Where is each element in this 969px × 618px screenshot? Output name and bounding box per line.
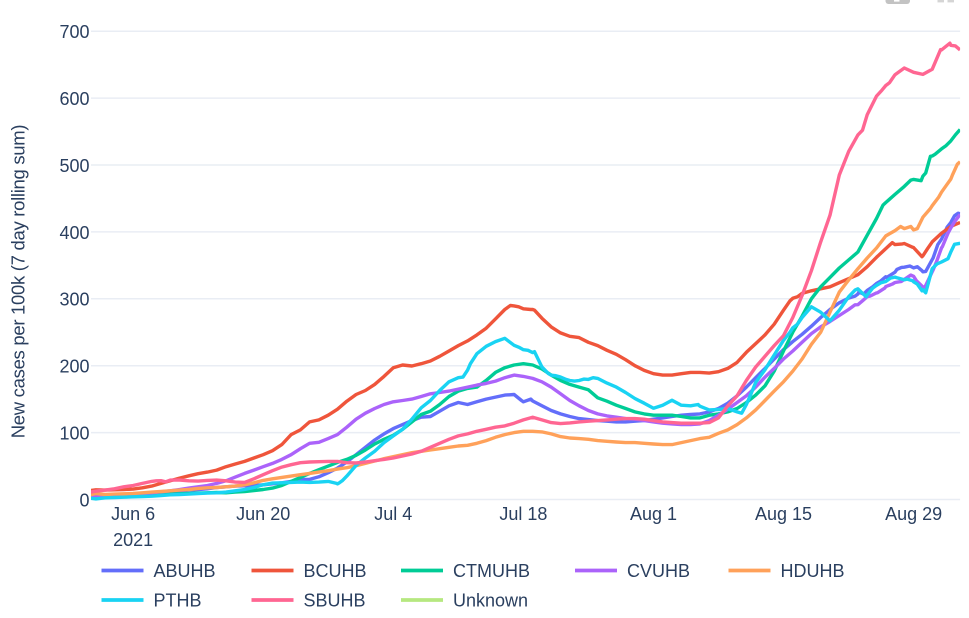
svg-text:Jul 18: Jul 18: [499, 504, 547, 524]
svg-text:Jun 6: Jun 6: [111, 504, 155, 524]
svg-text:BCUHB: BCUHB: [304, 561, 367, 581]
svg-text:CVUHB: CVUHB: [627, 561, 690, 581]
svg-text:700: 700: [59, 22, 89, 42]
svg-text:500: 500: [59, 156, 89, 176]
svg-text:HDUHB: HDUHB: [781, 561, 845, 581]
svg-text:ABUHB: ABUHB: [154, 561, 216, 581]
svg-text:PTHB: PTHB: [154, 591, 202, 611]
svg-text:200: 200: [59, 357, 89, 377]
svg-text:SBUHB: SBUHB: [304, 591, 366, 611]
svg-text:Aug 15: Aug 15: [755, 504, 812, 524]
svg-text:300: 300: [59, 290, 89, 310]
svg-text:Aug 1: Aug 1: [630, 504, 677, 524]
svg-text:600: 600: [59, 89, 89, 109]
svg-text:0: 0: [79, 490, 89, 510]
svg-text:100: 100: [59, 424, 89, 444]
svg-text:Unknown: Unknown: [453, 591, 528, 611]
svg-text:2021: 2021: [113, 530, 153, 550]
svg-text:CTMUHB: CTMUHB: [453, 561, 530, 581]
svg-text:Jun 20: Jun 20: [236, 504, 290, 524]
svg-text:400: 400: [59, 223, 89, 243]
svg-text:Jul 4: Jul 4: [374, 504, 412, 524]
svg-text:Aug 29: Aug 29: [885, 504, 942, 524]
svg-text:New cases per 100k (7 day roll: New cases per 100k (7 day rolling sum): [8, 125, 29, 439]
